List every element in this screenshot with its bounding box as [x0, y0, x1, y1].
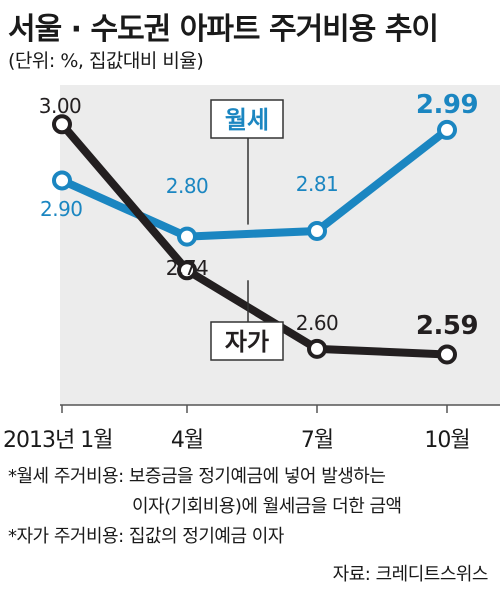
source-credit: 자료: 크레디트스위스	[332, 564, 489, 585]
marker-rent	[437, 119, 457, 140]
legend-box-rent	[210, 99, 284, 139]
marker-owner	[177, 260, 197, 281]
marker-rent	[52, 170, 72, 191]
marker-rent	[177, 226, 197, 247]
series-line-owner	[58, 120, 451, 359]
data-label-owner: 2.59	[416, 311, 478, 341]
data-label-owner: 2.60	[296, 311, 339, 335]
legend-label-rent: 월세	[225, 106, 269, 134]
legend-box-owner	[210, 321, 284, 361]
data-label-rent: 2.80	[166, 174, 209, 198]
x-tick-label: 10월	[424, 428, 469, 453]
data-label-owner: 2.74	[166, 256, 209, 280]
x-tick-label: 7월	[301, 428, 333, 453]
marker-owner	[307, 338, 327, 359]
legend-label-owner: 자가	[225, 328, 269, 356]
chart-title: 서울 · 수도권 아파트 주거비용 추이	[8, 12, 439, 47]
chart-subtitle: (단위: %, 집값대비 비율)	[8, 50, 204, 72]
footnote-rent-continued: 이자(기회비용)에 월세금을 더한 금액	[132, 496, 402, 517]
footnote-rent: *월세 주거비용: 보증금을 정기예금에 넣어 발생하는	[8, 466, 386, 487]
data-label-owner: 3.00	[39, 94, 82, 118]
x-tick-label: 2013년 1월	[3, 428, 112, 453]
marker-owner	[52, 114, 72, 135]
marker-owner	[437, 344, 457, 365]
data-label-rent: 2.90	[40, 197, 83, 221]
footnote-owner: *자가 주거비용: 집값의 정기예금 이자	[8, 526, 284, 547]
series-line-rent	[58, 125, 451, 241]
data-label-rent: 2.99	[416, 90, 478, 120]
marker-rent	[307, 220, 327, 241]
data-label-rent: 2.81	[296, 172, 339, 196]
x-tick-label: 4월	[171, 428, 203, 453]
footnotes: *월세 주거비용: 보증금을 정기예금에 넣어 발생하는 이자(기회비용)에 월…	[8, 462, 402, 552]
